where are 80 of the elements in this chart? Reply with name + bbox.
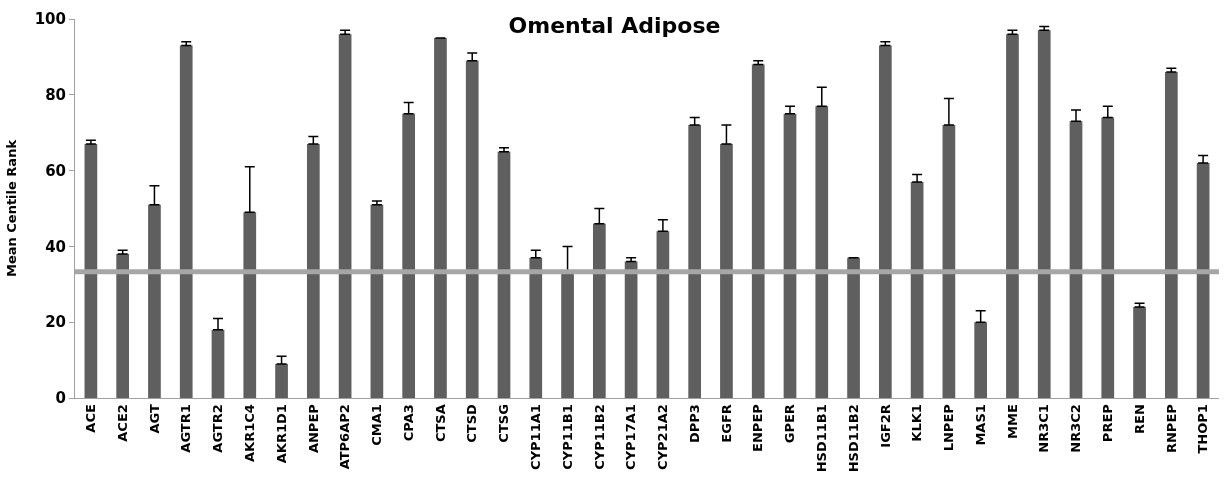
x-tick-label: CYP11A1 xyxy=(528,404,544,470)
x-tick-label: PREP xyxy=(1100,404,1116,443)
bar xyxy=(847,257,860,398)
bar xyxy=(1037,30,1051,398)
x-tick-label: ACE2 xyxy=(114,404,130,442)
chart-title: Omental Adipose xyxy=(508,12,721,38)
x-tick-label: AGTR2 xyxy=(210,404,226,453)
x-tick-label: CPA3 xyxy=(400,404,416,442)
bar xyxy=(275,363,288,398)
y-tick-label: 0 xyxy=(55,389,66,408)
bar xyxy=(243,212,257,398)
bar xyxy=(751,64,765,398)
x-tick-label: AKR1D1 xyxy=(273,404,289,464)
bar xyxy=(84,144,98,398)
bar xyxy=(306,144,320,398)
x-tick-label: ATP6AP2 xyxy=(337,404,353,470)
bar xyxy=(370,204,384,398)
bar xyxy=(497,151,511,398)
bar xyxy=(910,181,924,398)
x-tick-label: EGFR xyxy=(718,404,734,443)
y-tick-label: 40 xyxy=(45,237,66,256)
bar xyxy=(1101,117,1115,398)
bar xyxy=(1133,307,1146,398)
x-tick-label: HSD11B1 xyxy=(814,404,830,473)
bar xyxy=(942,125,956,398)
bar xyxy=(1006,34,1019,398)
y-axis-title: Mean Centile Rank xyxy=(3,139,19,278)
x-tick-label: CTSG xyxy=(496,404,512,443)
bar xyxy=(529,257,543,398)
bar xyxy=(624,261,638,398)
bar xyxy=(974,322,988,398)
x-tick-label: CYP17A1 xyxy=(623,404,639,470)
bar xyxy=(783,113,797,398)
bar xyxy=(720,144,733,398)
x-tick-label: DPP3 xyxy=(686,404,702,444)
bar xyxy=(211,329,225,398)
x-tick-label: IGF2R xyxy=(877,404,893,448)
x-tick-label: RNPEP xyxy=(1163,404,1179,454)
x-tick-label: CYP11B2 xyxy=(591,404,607,470)
y-tick-label: 100 xyxy=(34,10,66,29)
x-tick-label: LNPEP xyxy=(941,404,957,452)
x-tick-label: MAS1 xyxy=(972,404,988,446)
bar xyxy=(1069,121,1083,398)
x-tick-label: THOP1 xyxy=(1195,404,1211,454)
bar xyxy=(688,125,702,398)
x-tick-label: AKR1C4 xyxy=(242,404,258,462)
bar xyxy=(148,204,161,398)
x-tick-label: KLK1 xyxy=(909,404,925,442)
bar xyxy=(338,34,352,398)
bar xyxy=(656,231,670,398)
y-tick-label: 60 xyxy=(45,161,66,180)
x-tick-label: CTSD xyxy=(464,403,480,443)
x-tick-label: ANPEP xyxy=(305,404,321,454)
x-tick-label: GPER xyxy=(782,404,798,444)
x-tick-label: HSD11B2 xyxy=(845,404,861,473)
bar xyxy=(434,37,447,398)
x-tick-label: MME xyxy=(1004,404,1020,439)
x-tick-label: CYP11B1 xyxy=(559,404,575,470)
x-tick-label: NR3C1 xyxy=(1036,404,1052,453)
bar xyxy=(561,272,574,398)
bar xyxy=(116,253,130,398)
bar xyxy=(1196,163,1210,398)
bar xyxy=(815,106,829,398)
bar xyxy=(878,45,892,398)
x-tick-label: AGTR1 xyxy=(178,404,194,453)
y-tick-label: 20 xyxy=(45,313,66,332)
x-tick-label: AGT xyxy=(146,404,162,434)
bar xyxy=(1164,72,1178,398)
x-tick-label: CTSA xyxy=(432,404,448,443)
bar xyxy=(179,45,193,398)
x-tick-label: CYP21A2 xyxy=(655,404,671,470)
bar xyxy=(465,60,479,398)
x-tick-label: CMA1 xyxy=(369,404,385,446)
bar xyxy=(402,113,416,398)
y-tick-label: 80 xyxy=(45,86,66,105)
x-tick-label: REN xyxy=(1131,404,1147,434)
x-tick-label: ACE xyxy=(83,404,99,433)
x-tick-label: NR3C2 xyxy=(1068,404,1084,453)
bar xyxy=(592,223,606,398)
x-tick-label: ENPEP xyxy=(750,404,766,452)
